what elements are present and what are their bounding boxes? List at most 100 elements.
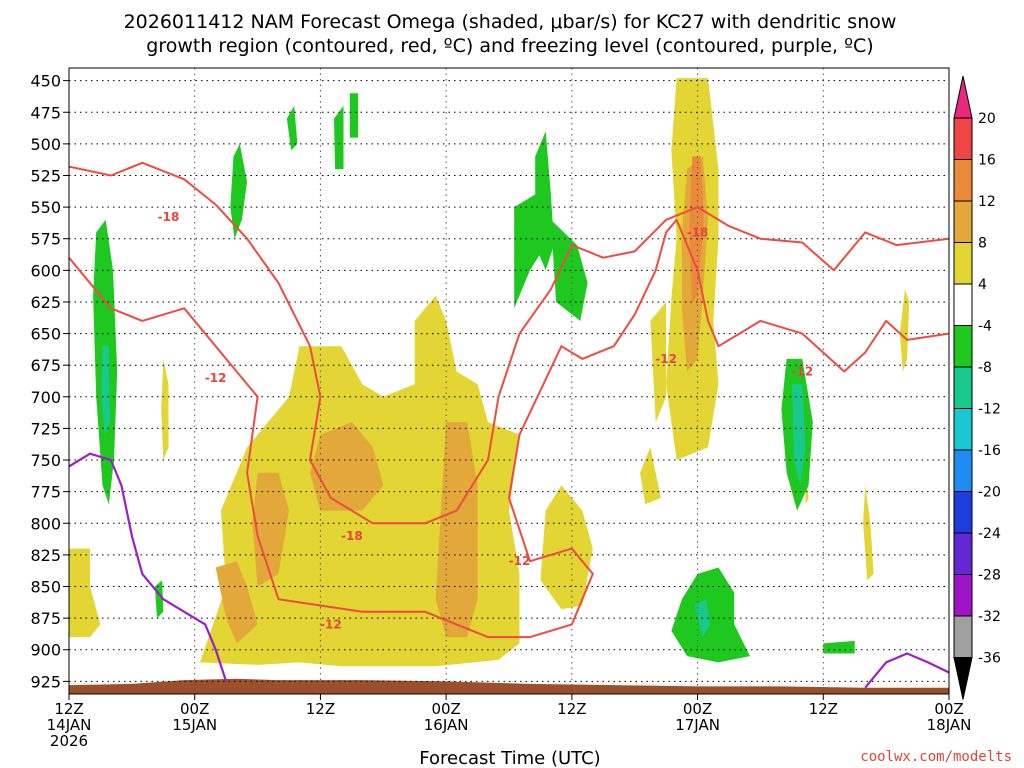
terrain xyxy=(69,678,949,694)
freezing-level-contour-1 xyxy=(864,652,949,689)
colorbar-label-5: -4 xyxy=(978,319,992,335)
y-tick-label-650: 650 xyxy=(30,325,61,344)
y-tick-label-625: 625 xyxy=(30,293,61,312)
dgz-label-7: -12 xyxy=(791,365,813,379)
dgz-label-4: -12 xyxy=(509,554,531,568)
dgz-label-5: -12 xyxy=(655,352,677,366)
x-tick-label-12-2: 15JAN xyxy=(172,716,217,734)
x-tick-label-0-2: 14JAN xyxy=(47,716,92,734)
omega-region-4 xyxy=(640,447,661,505)
y-tick-label-525: 525 xyxy=(30,166,61,185)
colorbar-label-10: -24 xyxy=(978,526,1001,542)
omega-region-12 xyxy=(310,422,384,511)
y-tick-label-850: 850 xyxy=(30,578,61,597)
dgz-label-6: -18 xyxy=(687,225,709,239)
y-tick-label-725: 725 xyxy=(30,419,61,438)
grid xyxy=(69,68,949,694)
dendritic-growth-contours: -18 -12 -18 -12 -12 -12 -18 -12 xyxy=(69,161,949,639)
omega-region-27 xyxy=(671,567,750,663)
colorbar-bin-8 xyxy=(953,200,973,243)
freezing-level-contours xyxy=(69,452,949,689)
x-tick-label-0-1: 12Z xyxy=(54,700,83,718)
colorbar-bin-12 xyxy=(953,159,973,202)
omega-region-30 xyxy=(823,640,855,654)
colorbar-bin-16 xyxy=(953,117,973,160)
colorbar-label-4: 4 xyxy=(978,277,987,293)
omega-region-21 xyxy=(349,93,359,138)
dgz-label-0: -18 xyxy=(158,210,180,224)
dgz-contour--18-0 xyxy=(69,161,949,525)
colorbar-label-8: -16 xyxy=(978,443,1001,459)
x-axis-title: Forecast Time (UTC) xyxy=(419,748,600,768)
y-tick-label-925: 925 xyxy=(30,672,61,691)
y-tick-label-575: 575 xyxy=(30,230,61,249)
freezing-level-contour-0 xyxy=(69,452,228,682)
colorbar-bin--28 xyxy=(953,532,973,575)
colorbar-label-13: -36 xyxy=(978,651,1001,667)
colorbar-label-0: 20 xyxy=(978,111,996,127)
x-tick-label-84-1: 00Z xyxy=(934,700,963,718)
terrain-fill xyxy=(69,678,949,694)
omega-region-10 xyxy=(215,561,258,644)
omega-region-11 xyxy=(252,472,289,587)
y-tick-label-450: 450 xyxy=(30,72,61,91)
omega-region-20 xyxy=(334,105,344,170)
colorbar-label-11: -28 xyxy=(978,568,1001,584)
y-tick-label-750: 750 xyxy=(30,451,61,470)
x-tick-label-24-1: 12Z xyxy=(306,700,335,718)
colorbar-label-9: -20 xyxy=(978,485,1001,501)
colorbar-bin--24 xyxy=(953,491,973,534)
y-tick-label-475: 475 xyxy=(30,103,61,122)
chart-title-line2: growth region (contoured, red, ºC) and f… xyxy=(146,35,873,57)
omega-region-24 xyxy=(550,219,588,321)
x-tick-label-60-1: 00Z xyxy=(683,700,712,718)
y-tick-label-600: 600 xyxy=(30,261,61,280)
colorbar-label-2: 12 xyxy=(978,194,996,210)
omega-region-3 xyxy=(650,302,667,423)
y-tick-label-700: 700 xyxy=(30,388,61,407)
colorbar-bin-top xyxy=(953,75,973,119)
x-tick-label-48-1: 12Z xyxy=(557,700,586,718)
y-tick-label-675: 675 xyxy=(30,356,61,375)
x-tick-label-72-1: 12Z xyxy=(809,700,838,718)
dgz-label-3: -12 xyxy=(320,617,342,631)
omega-region-1 xyxy=(540,485,593,610)
y-axis: 450 475 500 525 550 575 600 625 650 675 700 725 750 7… xyxy=(30,72,69,691)
y-tick-label-875: 875 xyxy=(30,609,61,628)
x-tick-label-36-1: 00Z xyxy=(431,700,460,718)
omega-region-17 xyxy=(101,346,110,435)
colorbar-label-3: 8 xyxy=(978,236,987,252)
x-tick-label-84-2: 18JAN xyxy=(927,716,972,734)
omega-region-18 xyxy=(230,143,248,239)
colorbar-label-6: -8 xyxy=(978,360,992,376)
colorbar-label-1: 16 xyxy=(978,153,996,169)
chart-title: 2026011412 NAM Forecast Omega (shaded, μ… xyxy=(124,11,897,33)
omega-region-9 xyxy=(161,358,169,460)
y-tick-label-500: 500 xyxy=(30,135,61,154)
colorbar-bin--36 xyxy=(953,615,973,658)
colorbar-bin-bottom xyxy=(953,657,973,700)
omega-region-8 xyxy=(69,548,101,638)
colorbar-label-12: -32 xyxy=(978,609,1001,625)
x-tick-label-12-1: 00Z xyxy=(180,700,209,718)
credit-text: coolwx.com/modelts xyxy=(860,749,1012,765)
colorbar-bin--16 xyxy=(953,408,973,451)
omega-shading xyxy=(69,78,910,667)
x-tick-label-60-2: 17JAN xyxy=(675,716,720,734)
x-tick-label-36-2: 16JAN xyxy=(424,716,469,734)
colorbar: 20 16 12 8 4 -4 -8 -12 -16 -20 -24 -28 -32 -36 xyxy=(953,75,1001,700)
y-tick-label-800: 800 xyxy=(30,514,61,533)
dgz-contour--12-1 xyxy=(69,218,949,639)
y-tick-label-550: 550 xyxy=(30,198,61,217)
dgz-label-2: -18 xyxy=(341,529,363,543)
y-tick-label-900: 900 xyxy=(30,641,61,660)
y-tick-label-825: 825 xyxy=(30,546,61,565)
omega-region-15 xyxy=(689,156,704,302)
colorbar-bin--8 xyxy=(953,325,973,368)
colorbar-bin--20 xyxy=(953,449,973,492)
dgz-label-1: -12 xyxy=(205,371,227,385)
omega-region-23 xyxy=(514,194,546,309)
omega-region-6 xyxy=(863,485,874,581)
